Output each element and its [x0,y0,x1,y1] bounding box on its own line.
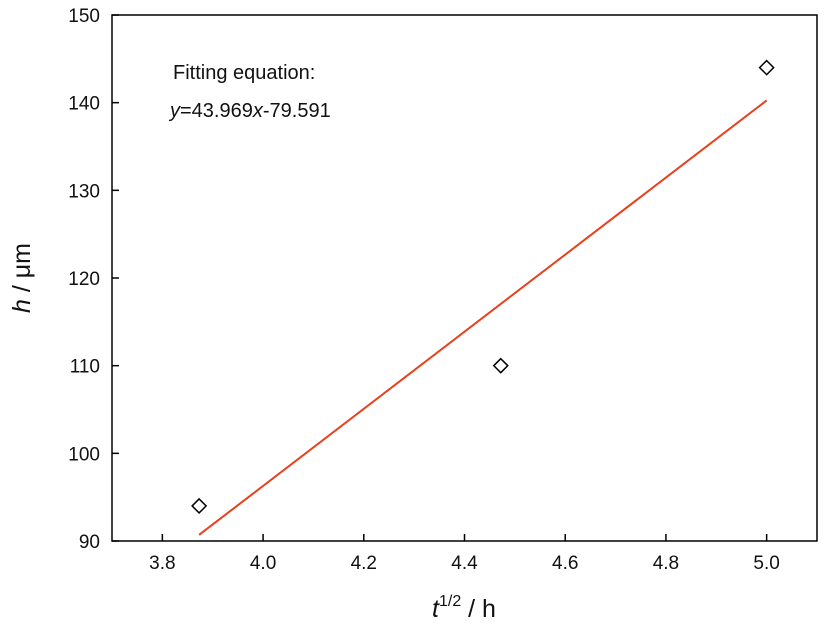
y-axis-label-unit: / μm [8,243,36,299]
equation-intercept: -79.591 [263,100,331,122]
x-axis-label: t1/2 / h [432,593,496,623]
equation-y-var: y [168,100,181,122]
fit-line-layer [198,99,768,536]
x-tick-label: 4.0 [250,553,276,574]
y-tick-label: 100 [68,444,100,465]
y-axis-label-var: h [8,299,36,313]
x-tick-label: 4.4 [451,553,478,574]
points-layer [191,59,775,514]
x-axis-label-sup: 1/2 [439,593,461,610]
annotation-equation: y=43.969x-79.591 [168,100,331,122]
equation-slope: =43.969 [180,100,253,122]
x-tick-label: 5.0 [753,553,779,574]
y-tick-label: 120 [68,269,100,290]
x-tick-label: 4.2 [351,553,377,574]
annotation-title: Fitting equation: [173,62,315,84]
y-tick-label: 150 [68,6,100,27]
equation-x-var: x [252,100,264,122]
fit-line [198,99,768,536]
x-axis-label-var: t [432,595,440,623]
data-point-marker [758,59,775,76]
y-tick-label: 110 [70,357,100,378]
plot-frame [111,14,818,542]
data-point-marker [191,497,208,514]
x-tick-label: 4.6 [552,553,578,574]
data-point-marker [492,357,509,374]
y-tick-label: 90 [79,532,100,553]
ticks-layer: 3.8 4.0 4.2 4.4 4.6 4.8 5.0 90 100 110 120 130 140 15… [68,6,780,574]
x-tick-label: 3.8 [149,553,175,574]
y-tick-label: 130 [68,181,100,202]
y-axis-label: h / μm [8,243,36,313]
x-axis-label-unit: / h [461,595,496,623]
y-tick-label: 140 [68,94,100,115]
x-tick-label: 4.8 [653,553,679,574]
